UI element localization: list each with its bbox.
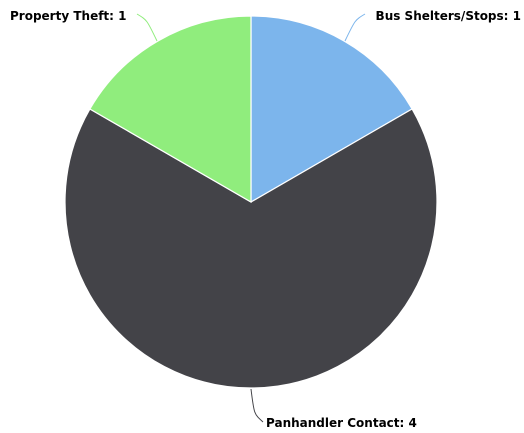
pie-slice-bus-shelters-stops[interactable]	[250, 15, 413, 204]
slice-label: Property Theft: 1	[10, 9, 127, 23]
label-connector	[136, 13, 158, 42]
label-connectors	[136, 13, 366, 423]
pie-slice-property-theft[interactable]	[89, 15, 252, 204]
label-connector	[344, 13, 366, 42]
pie-slices	[64, 15, 438, 389]
slice-labels: Bus Shelters/Stops: 1 Panhandler Contact:…	[10, 9, 521, 430]
slice-label: Panhandler Contact: 4	[266, 416, 417, 430]
label-connector	[250, 388, 264, 423]
slice-label: Bus Shelters/Stops: 1	[376, 9, 521, 23]
pie-slice-panhandler-contact[interactable]	[64, 108, 438, 389]
